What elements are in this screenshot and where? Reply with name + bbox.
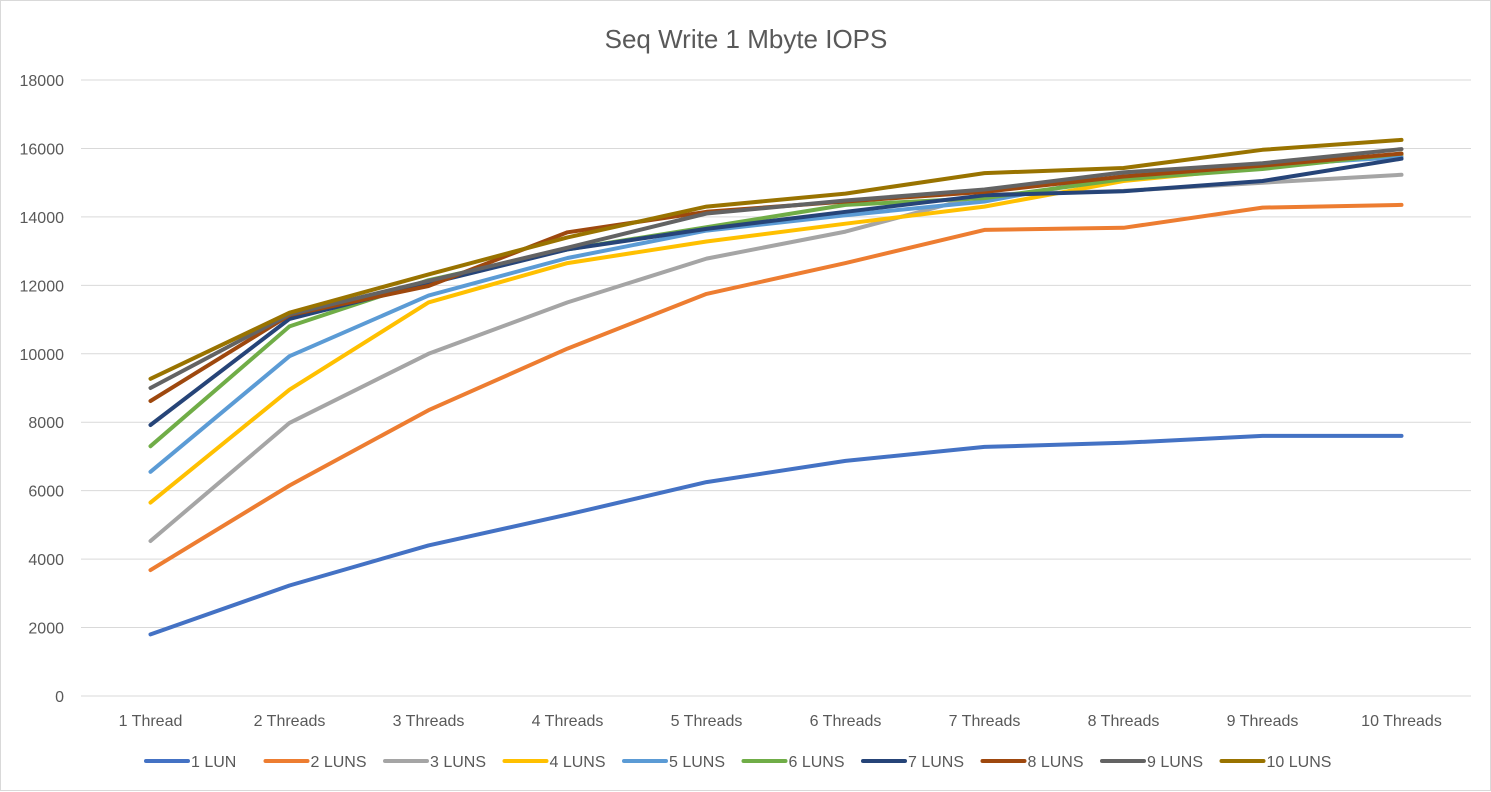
x-tick-label: 8 Threads	[1088, 713, 1160, 730]
series-line-2-luns	[148, 202, 1404, 573]
x-tick-label: 4 Threads	[532, 713, 604, 730]
chart-title: Seq Write 1 Mbyte IOPS	[605, 24, 888, 54]
x-tick-label: 10 Threads	[1361, 713, 1442, 730]
y-tick-label: 8000	[28, 415, 64, 432]
legend-label: 9 LUNS	[1147, 754, 1203, 771]
legend-item: 7 LUNS	[861, 754, 964, 771]
legend-label: 4 LUNS	[550, 754, 606, 771]
legend-item: 2 LUNS	[263, 754, 367, 771]
legend: 1 LUN 2 LUNS 3 LUNS 4 LUNS 5 LUNS 6 LUNS 7 LUN…	[144, 754, 1332, 771]
legend-label: 10 LUNS	[1267, 754, 1332, 771]
x-tick-label: 1 Thread	[119, 713, 183, 730]
legend-label: 6 LUNS	[789, 754, 845, 771]
y-axis-ticks: 0 2000 4000 6000 8000 10000 12000 14000 16000 180…	[20, 73, 65, 706]
legend-label: 5 LUNS	[669, 754, 725, 771]
legend-label: 2 LUNS	[311, 754, 367, 771]
gridlines	[81, 79, 1471, 697]
legend-label: 3 LUNS	[430, 754, 486, 771]
x-axis-ticks: 1 Thread 2 Threads 3 Threads 4 Threads 5 Thr…	[119, 713, 1442, 730]
y-tick-label: 18000	[20, 73, 65, 90]
x-tick-label: 6 Threads	[810, 713, 882, 730]
y-tick-label: 2000	[28, 621, 64, 638]
series-line-5-luns	[148, 155, 1404, 474]
series-line-1-lun	[148, 433, 1404, 637]
legend-item: 3 LUNS	[383, 754, 486, 771]
legend-item: 6 LUNS	[741, 754, 845, 771]
legend-item: 10 LUNS	[1219, 754, 1332, 771]
series-line-10-luns	[148, 137, 1404, 381]
legend-item: 5 LUNS	[622, 754, 725, 771]
legend-item: 4 LUNS	[502, 754, 606, 771]
y-tick-label: 14000	[20, 210, 65, 227]
y-tick-label: 12000	[20, 278, 65, 295]
y-tick-label: 10000	[20, 347, 65, 364]
y-tick-label: 16000	[20, 141, 65, 158]
x-tick-label: 3 Threads	[393, 713, 465, 730]
x-tick-label: 5 Threads	[671, 713, 743, 730]
legend-label: 8 LUNS	[1028, 754, 1084, 771]
legend-item: 9 LUNS	[1100, 754, 1203, 771]
x-tick-label: 9 Threads	[1227, 713, 1299, 730]
x-tick-label: 2 Threads	[254, 713, 326, 730]
y-tick-label: 6000	[28, 484, 64, 501]
x-tick-label: 7 Threads	[949, 713, 1021, 730]
y-tick-label: 4000	[28, 552, 64, 569]
legend-label: 7 LUNS	[908, 754, 964, 771]
legend-item: 1 LUN	[144, 754, 236, 771]
y-tick-label: 0	[55, 689, 64, 706]
legend-item: 8 LUNS	[980, 754, 1084, 771]
legend-label: 1 LUN	[191, 754, 236, 771]
series-line-9-luns	[148, 147, 1404, 390]
series-lines	[148, 137, 1404, 637]
